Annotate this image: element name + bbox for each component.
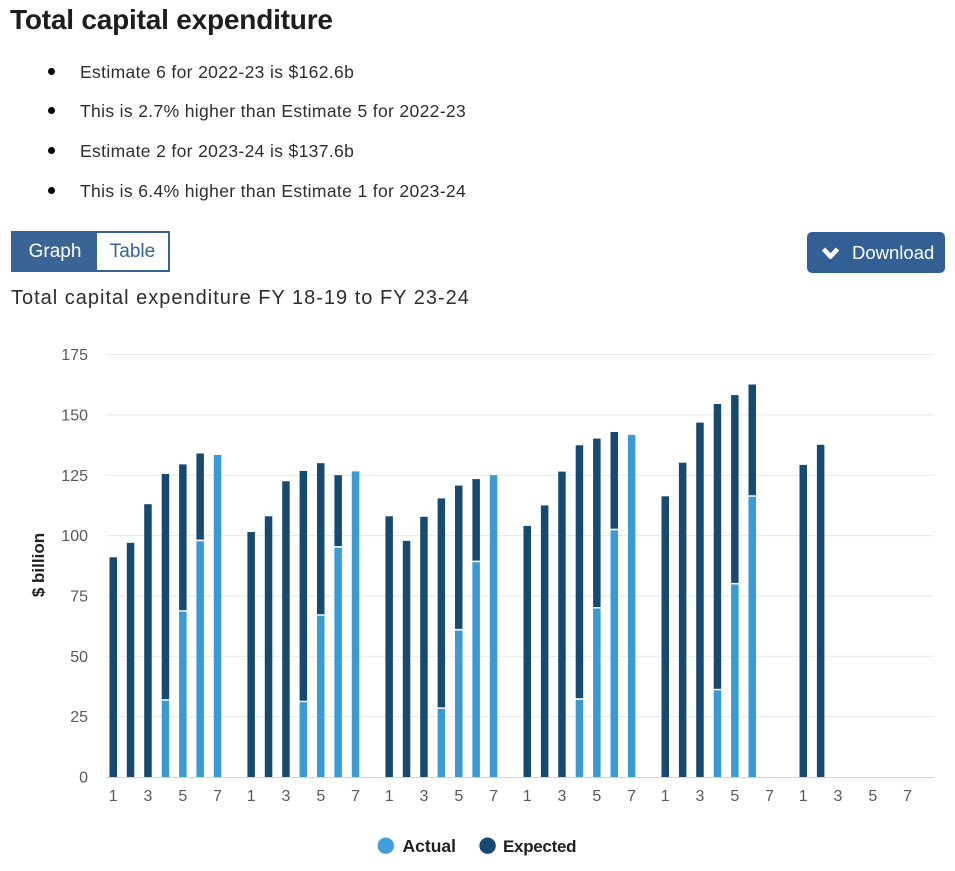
svg-text:1: 1 [661,788,670,805]
svg-text:1: 1 [385,788,394,805]
svg-text:125: 125 [61,468,88,485]
svg-text:3: 3 [144,788,153,805]
svg-text:5: 5 [316,788,325,805]
svg-text:50: 50 [70,649,88,666]
svg-text:$ billion: $ billion [29,533,48,597]
svg-text:1: 1 [109,788,118,805]
svg-text:100: 100 [61,528,88,545]
svg-text:3: 3 [282,788,291,805]
svg-text:3: 3 [558,788,567,805]
svg-text:1: 1 [247,788,256,805]
svg-text:3: 3 [834,788,843,805]
svg-text:5: 5 [178,788,187,805]
svg-text:3: 3 [420,788,429,805]
svg-text:3: 3 [696,788,705,805]
svg-text:5: 5 [592,788,601,805]
svg-text:7: 7 [213,788,222,805]
svg-text:7: 7 [351,788,360,805]
svg-text:0: 0 [79,770,88,787]
svg-text:1: 1 [523,788,532,805]
svg-text:5: 5 [730,788,739,805]
svg-text:7: 7 [627,788,636,805]
svg-text:75: 75 [70,589,88,606]
svg-text:7: 7 [489,788,498,805]
svg-text:175: 175 [61,347,88,364]
svg-text:7: 7 [903,788,912,805]
svg-text:150: 150 [61,407,88,424]
svg-text:5: 5 [454,788,463,805]
svg-text:25: 25 [70,709,88,726]
svg-text:5: 5 [868,788,877,805]
svg-text:7: 7 [765,788,774,805]
svg-text:Actual: Actual [403,836,456,856]
svg-text:1: 1 [799,788,808,805]
svg-text:Expected: Expected [503,837,576,856]
